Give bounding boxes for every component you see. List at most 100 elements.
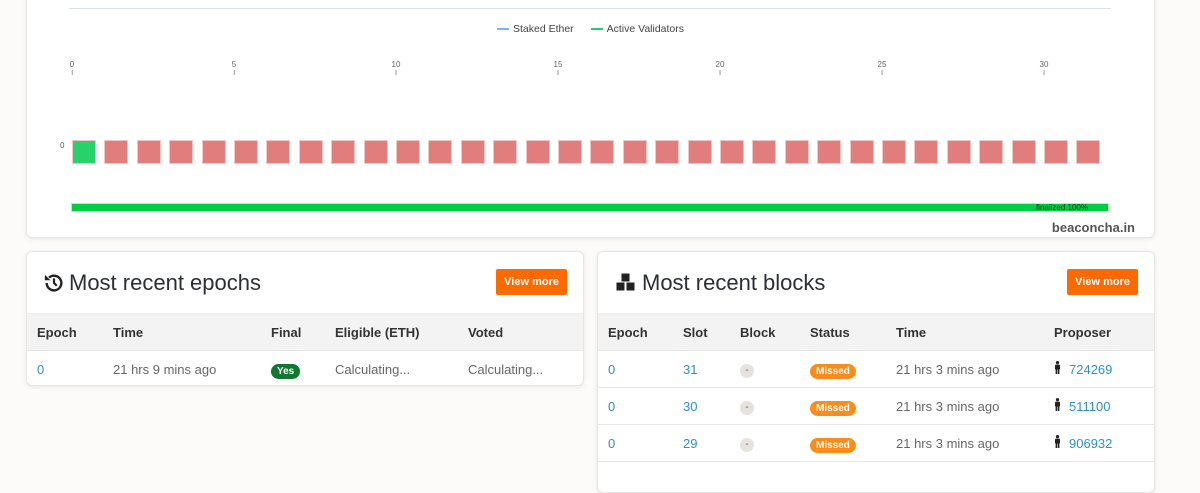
title-text: Most recent blocks [642, 270, 825, 296]
final-badge: Yes [271, 364, 300, 379]
col-status: Status [800, 314, 886, 351]
slot-missed[interactable] [202, 140, 226, 164]
slot-missed[interactable] [169, 140, 193, 164]
x-tick: 20 [716, 60, 725, 75]
slot-missed[interactable] [850, 140, 874, 164]
x-tick-label: 25 [878, 60, 887, 69]
epoch-time: 21 hrs 9 mins ago [103, 351, 261, 387]
person-icon [1054, 398, 1061, 414]
x-tick-label: 20 [716, 60, 725, 69]
eligible-value: Calculating... [325, 351, 458, 387]
col-proposer: Proposer [1044, 314, 1154, 351]
block-badge: - [740, 364, 754, 378]
chart-legend: Staked Ether Active Validators [27, 23, 1154, 35]
finalized-progress-bar: finalized 100% [71, 203, 1109, 212]
x-tick-label: 30 [1040, 60, 1049, 69]
x-tick-label: 0 [70, 60, 74, 69]
history-icon [43, 272, 65, 294]
x-tick-label: 10 [392, 60, 401, 69]
slot-link[interactable]: 30 [673, 388, 730, 425]
block-time: 21 hrs 3 mins ago [886, 388, 1044, 425]
epoch-link[interactable]: 0 [598, 425, 673, 462]
epoch-link[interactable]: 0 [598, 388, 673, 425]
legend-label: Active Validators [607, 23, 684, 35]
slot-missed[interactable] [428, 140, 452, 164]
legend-active-validators[interactable]: Active Validators [591, 23, 684, 35]
slot-missed[interactable] [1076, 140, 1100, 164]
recent-blocks-card: Most recent blocks View more Epoch Slot … [597, 251, 1155, 493]
col-epoch: Epoch [27, 314, 103, 351]
brand-watermark: beaconcha.in [1052, 220, 1135, 235]
slot-link[interactable]: 31 [673, 351, 730, 388]
slot-missed[interactable] [299, 140, 323, 164]
x-tick: 5 [232, 60, 236, 75]
slot-missed[interactable] [526, 140, 550, 164]
slot-missed[interactable] [331, 140, 355, 164]
voted-value: Calculating... [458, 351, 583, 387]
slot-missed[interactable] [979, 140, 1003, 164]
slot-missed[interactable] [104, 140, 128, 164]
title-text: Most recent epochs [69, 270, 261, 296]
blocks-view-more-button[interactable]: View more [1067, 269, 1138, 295]
status-badge: Missed [810, 401, 856, 416]
proposer-link[interactable]: 511100 [1069, 399, 1110, 414]
slot-missed[interactable] [752, 140, 776, 164]
block-time: 21 hrs 3 mins ago [886, 425, 1044, 462]
slot-link[interactable]: 29 [673, 425, 730, 462]
slot-missed[interactable] [493, 140, 517, 164]
slot-missed[interactable] [396, 140, 420, 164]
col-voted: Voted [458, 314, 583, 351]
x-tick-label: 15 [554, 60, 563, 69]
epoch-chart-card: Staked Ether Active Validators 0 5 10 15 20 2… [26, 0, 1155, 238]
legend-label: Staked Ether [513, 23, 574, 35]
epoch-link[interactable]: 0 [27, 351, 103, 387]
slot-missed[interactable] [785, 140, 809, 164]
slot-missed[interactable] [817, 140, 841, 164]
slot-missed[interactable] [234, 140, 258, 164]
table-row [598, 462, 1154, 493]
y-axis-label: 0 [60, 141, 64, 150]
proposer-link[interactable]: 724269 [1069, 362, 1112, 377]
slot-missed[interactable] [1044, 140, 1068, 164]
slot-missed[interactable] [590, 140, 614, 164]
col-slot: Slot [673, 314, 730, 351]
slot-missed[interactable] [1012, 140, 1036, 164]
recent-epochs-title: Most recent epochs [43, 270, 261, 296]
col-eligible: Eligible (ETH) [325, 314, 458, 351]
slot-missed[interactable] [882, 140, 906, 164]
slot-missed[interactable] [914, 140, 938, 164]
block-time: 21 hrs 3 mins ago [886, 351, 1044, 388]
recent-epochs-card: Most recent epochs View more Epoch Time … [26, 251, 584, 386]
col-block: Block [730, 314, 800, 351]
person-icon [1054, 361, 1061, 377]
slot-missed[interactable] [720, 140, 744, 164]
table-row: 0 21 hrs 9 mins ago Yes Calculating... C… [27, 351, 583, 387]
legend-staked-ether[interactable]: Staked Ether [497, 23, 574, 35]
proposer-link[interactable]: 906932 [1069, 436, 1112, 451]
slot-proposed[interactable] [72, 140, 96, 164]
x-tick: 0 [70, 60, 74, 75]
epochs-view-more-button[interactable]: View more [496, 269, 567, 295]
slot-missed[interactable] [558, 140, 582, 164]
slot-missed[interactable] [266, 140, 290, 164]
epoch-link[interactable]: 0 [598, 351, 673, 388]
col-time: Time [103, 314, 261, 351]
slot-missed[interactable] [688, 140, 712, 164]
col-time: Time [886, 314, 1044, 351]
slot-missed[interactable] [947, 140, 971, 164]
person-icon [1054, 435, 1061, 451]
slot-missed[interactable] [137, 140, 161, 164]
block-badge: - [740, 438, 754, 452]
epochs-table: Epoch Time Final Eligible (ETH) Voted 0 … [27, 314, 583, 386]
slot-missed[interactable] [623, 140, 647, 164]
cubes-icon [614, 272, 638, 294]
x-tick: 15 [554, 60, 563, 75]
x-tick: 25 [878, 60, 887, 75]
block-badge: - [740, 401, 754, 415]
slot-missed[interactable] [655, 140, 679, 164]
slot-missed[interactable] [461, 140, 485, 164]
x-tick: 10 [392, 60, 401, 75]
slot-missed[interactable] [364, 140, 388, 164]
col-epoch: Epoch [598, 314, 673, 351]
